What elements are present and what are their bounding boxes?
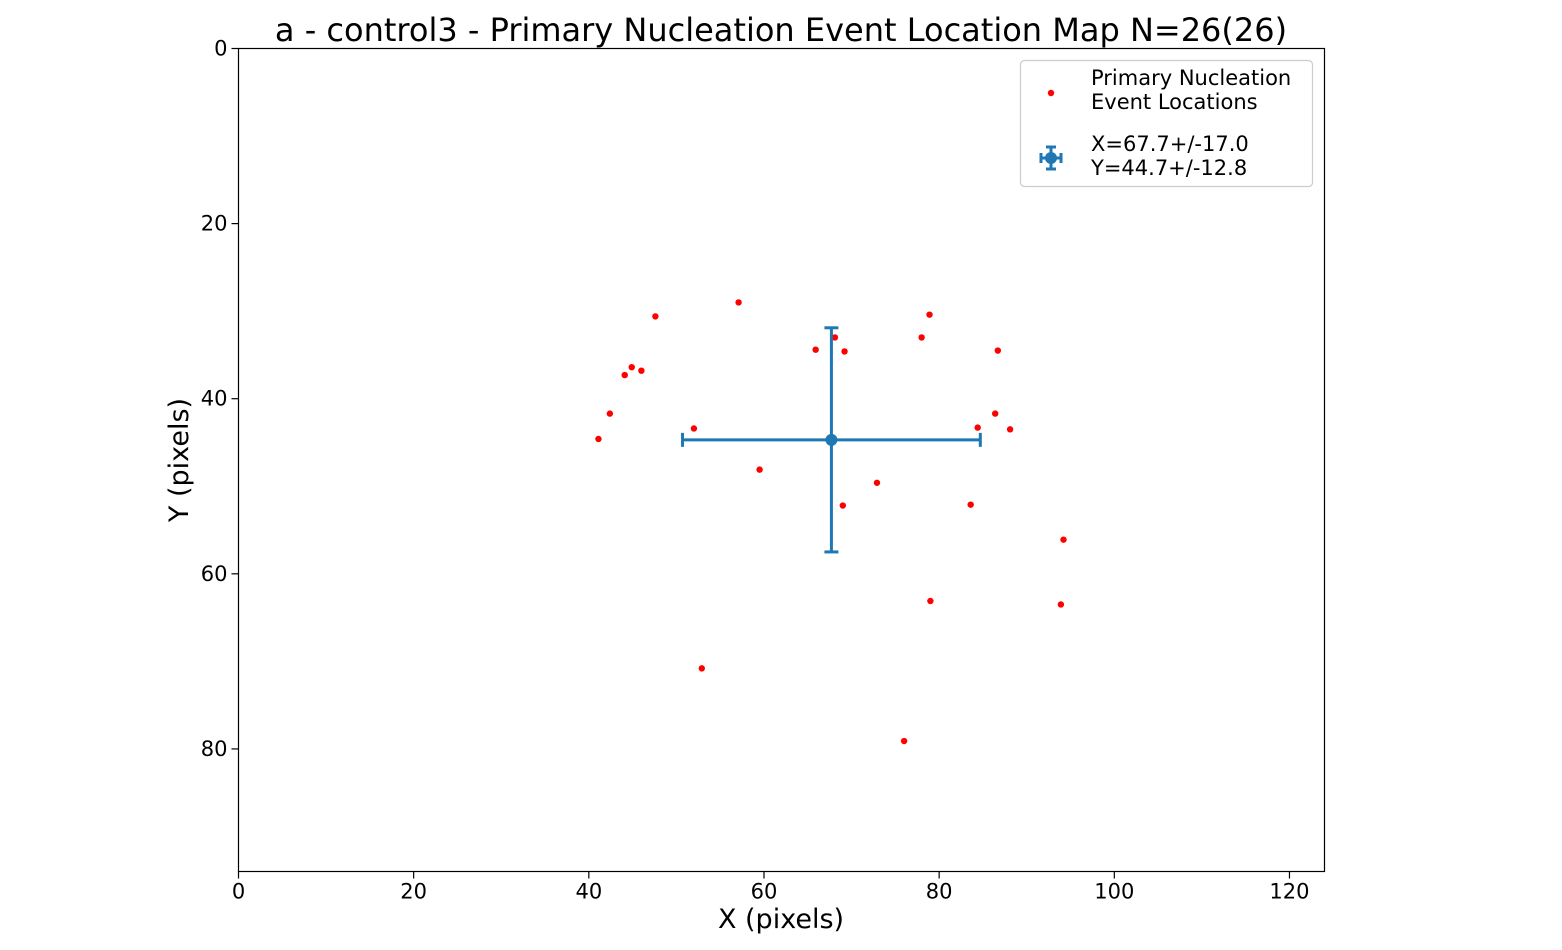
y-tick-label: 20: [201, 212, 228, 236]
data-point: [900, 737, 908, 745]
data-point: [698, 665, 706, 672]
x-tick-label: 80: [926, 880, 953, 904]
data-point: [873, 479, 881, 486]
data-point: [690, 425, 698, 432]
x-tick-label: 120: [1269, 880, 1309, 904]
data-point: [967, 501, 974, 508]
legend-mean-marker: [1045, 152, 1057, 164]
data-point: [1057, 601, 1065, 608]
legend-frame: [1019, 59, 1314, 188]
x-tick-label: 0: [232, 880, 245, 904]
data-point: [595, 435, 602, 443]
y-axis-label: Y (pixels): [164, 398, 195, 523]
data-point: [652, 313, 659, 320]
data-point: [994, 347, 1002, 354]
data-point: [812, 346, 819, 353]
x-tick-label: 60: [751, 880, 778, 904]
data-point: [991, 410, 999, 417]
chart-title: a - control3 - Primary Nucleation Event …: [275, 11, 1287, 49]
plot-area-frame: [237, 47, 1326, 873]
y-tick-label: 80: [201, 737, 228, 761]
legend-label-errorbar-line2: Y=44.7+/-12.8: [1090, 156, 1247, 180]
y-tick-label: 60: [201, 562, 228, 586]
data-point: [839, 502, 847, 509]
legend-marker-points: [1047, 89, 1055, 97]
data-point: [841, 348, 848, 355]
data-point: [606, 410, 614, 417]
legend-label-points: Primary Nucleation Event Locations: [1091, 66, 1298, 114]
legend-label-points-line1: Primary Nucleation: [1091, 66, 1291, 90]
data-point: [756, 466, 763, 473]
x-tick-label: 100: [1094, 880, 1134, 904]
data-point: [831, 334, 839, 341]
x-tick-label: 40: [575, 880, 602, 904]
data-point: [1006, 426, 1014, 433]
legend-label-errorbar-line1: X=67.7+/-17.0: [1091, 132, 1249, 156]
legend-label-errorbar: X=67.7+/-17.0 Y=44.7+/-12.8: [1090, 132, 1255, 180]
data-point: [621, 371, 628, 379]
legend-label-points-line2: Event Locations: [1091, 90, 1258, 114]
mean-errorbar: [681, 326, 982, 554]
data-point: [638, 367, 645, 374]
data-point: [974, 424, 981, 431]
data-point: [628, 363, 635, 371]
legend-point-marker: [1047, 89, 1055, 97]
legend: Primary Nucleation Event Locations X=67.…: [1019, 59, 1314, 188]
data-points: [595, 299, 1067, 745]
x-tick-label: 20: [400, 880, 427, 904]
data-point: [927, 597, 934, 605]
legend-marker-errorbar: [1039, 145, 1063, 171]
mean-point: [825, 433, 838, 446]
data-point: [918, 334, 925, 341]
data-point: [735, 299, 742, 306]
axis-ticks: 0 20 40 60 80 100 120 0 20 40 60 80: [201, 37, 1310, 904]
data-point: [1060, 536, 1067, 543]
y-tick-label: 0: [214, 37, 227, 61]
data-point: [926, 311, 933, 318]
x-axis-label: X (pixels): [718, 904, 844, 935]
y-tick-label: 40: [201, 387, 228, 411]
